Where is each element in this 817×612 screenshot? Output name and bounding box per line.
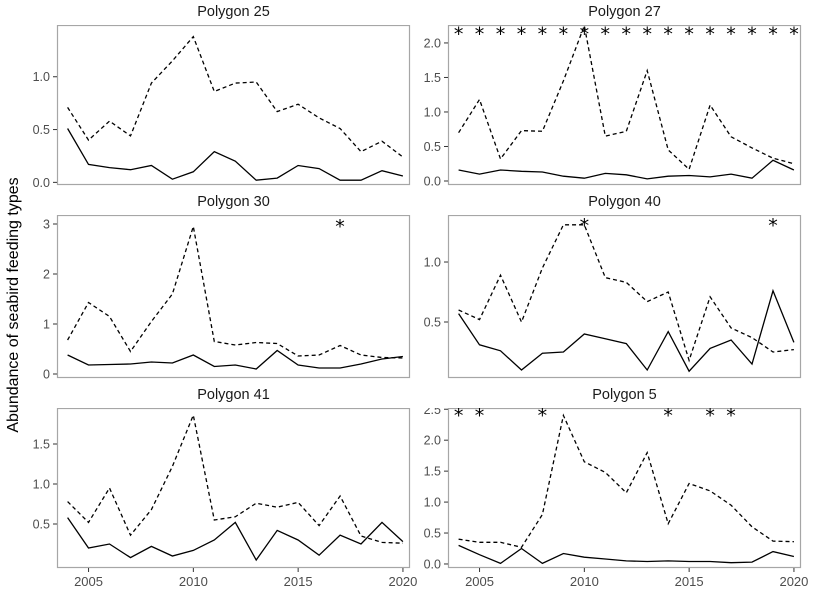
x-tick-label: 2020 (779, 574, 808, 589)
significance-asterisk: * (538, 25, 548, 45)
significance-asterisk: * (496, 25, 506, 45)
significance-asterisk: * (768, 25, 778, 45)
panel-title: Polygon 5 (592, 387, 657, 403)
series-line-dashed (458, 413, 794, 549)
y-tick-label: 1.5 (424, 465, 441, 479)
significance-asterisk: * (663, 408, 673, 427)
significance-asterisk: * (517, 25, 527, 45)
series-line-solid (458, 159, 795, 180)
significance-asterisk: * (705, 408, 715, 427)
y-tick-label: 2.0 (424, 434, 441, 448)
y-tick-label: 1 (43, 318, 50, 332)
y-tick-label: 0.5 (424, 140, 441, 154)
y-tick-label: 1.0 (424, 256, 441, 270)
significance-asterisk: * (622, 25, 632, 45)
significance-asterisk: * (580, 25, 590, 45)
significance-asterisk: * (335, 216, 345, 238)
significance-asterisk: * (601, 25, 611, 45)
y-tick-label: 2 (43, 268, 50, 282)
significance-asterisk: * (789, 25, 799, 45)
panel-title: Polygon 40 (588, 194, 661, 210)
y-tick-label: 1.5 (33, 438, 50, 452)
panel-title: Polygon 41 (197, 387, 270, 403)
series-line-solid (67, 128, 404, 181)
series-line-solid (458, 544, 795, 565)
y-tick-label: 0.0 (424, 557, 441, 571)
chart-plot-area: 0.5 1.0 * * (424, 215, 802, 379)
x-tick-label: 2005 (465, 574, 494, 589)
y-tick-label: 3 (43, 218, 50, 232)
significance-asterisk: * (454, 408, 464, 427)
line-chart-canvas: 0.0 0.5 1.0 1.5 2.0 2.5 2005 2010 2015 2020 * * * * * * (398, 403, 817, 598)
line-chart-canvas: 0.5 1.0 1.5 2005 2010 2015 2020 (7, 407, 430, 598)
series-line-solid (67, 517, 404, 562)
significance-asterisk: * (454, 25, 464, 45)
panel-polygon-25: Polygon 25 0.0 0.5 1.0 (7, 4, 430, 210)
series-line-dashed (458, 23, 795, 171)
chart-plot-area: 0.0 0.5 1.0 1.5 2.0 2.5 2005 2010 2015 2020 * * * * * * (424, 403, 809, 589)
significance-asterisk: * (768, 215, 778, 237)
panel-polygon-30: Polygon 30 0 1 2 3 * (7, 194, 430, 403)
x-tick-label: 2015 (675, 574, 704, 589)
series-line-dashed (67, 412, 403, 544)
significance-asterisk: * (475, 25, 485, 45)
y-tick-label: 1.0 (424, 496, 441, 510)
y-tick-label: 0.5 (424, 527, 441, 541)
y-tick-label: 0.5 (33, 518, 50, 532)
significance-asterisk: * (726, 408, 736, 427)
series-line-solid (67, 349, 403, 370)
significance-asterisk: * (684, 25, 694, 45)
significance-asterisk: * (642, 25, 652, 45)
y-tick-label: 0.5 (424, 315, 441, 329)
panel-polygon-27: Polygon 27 0.0 0.5 1.0 1.5 2.0 * * * * * * * * * * * * * *… (398, 4, 817, 210)
significance-asterisk: * (726, 25, 736, 45)
significance-asterisk: * (663, 25, 673, 45)
x-tick-label: 2010 (570, 574, 599, 589)
chart-plot-area: 0.0 0.5 1.0 (33, 24, 411, 190)
panel-title: Polygon 27 (588, 4, 661, 20)
panel-polygon-41: Polygon 41 0.5 1.0 1.5 2005 2010 2015 2020 (7, 387, 430, 593)
chart-plot-area: 0.0 0.5 1.0 1.5 2.0 * * * * * * * * * * * * * * * * * (424, 23, 802, 188)
y-tick-label: 0.0 (33, 176, 50, 190)
x-tick-label: 2010 (179, 574, 208, 589)
line-chart-canvas: 0.5 1.0 * * (398, 215, 817, 408)
significance-asterisk: * (705, 25, 715, 45)
panel-polygon-40: Polygon 40 0.5 1.0 * * (398, 194, 817, 403)
line-chart-canvas: 0.0 0.5 1.0 1.5 2.0 * * * * * * * * * * * * * * * * * (398, 23, 817, 215)
y-tick-label: 1.0 (33, 70, 50, 84)
series-line-dashed (67, 226, 403, 359)
x-tick-label: 2015 (284, 574, 313, 589)
panel-title: Polygon 30 (197, 194, 270, 210)
significance-asterisk: * (580, 215, 590, 237)
line-chart-canvas: 0.0 0.5 1.0 (7, 24, 430, 215)
y-tick-label: 2.0 (424, 36, 441, 50)
x-tick-label: 2005 (74, 574, 103, 589)
y-tick-label: 2.5 (424, 408, 441, 417)
x-tick-label: 2020 (388, 574, 417, 589)
y-tick-label: 0.5 (33, 123, 50, 137)
panel-title: Polygon 25 (197, 4, 270, 20)
y-tick-label: 0 (43, 368, 50, 382)
y-tick-label: 1.0 (424, 105, 441, 119)
panel-polygon-5: Polygon 5 0.0 0.5 1.0 1.5 2.0 2.5 2005 2010 2015… (398, 387, 817, 593)
significance-asterisk: * (538, 408, 548, 427)
significance-asterisk: * (559, 25, 569, 45)
chart-plot-area: 0 1 2 3 * (43, 214, 411, 382)
line-chart-canvas: 0 1 2 3 * (7, 214, 430, 408)
series-line-solid (458, 288, 795, 373)
series-line-dashed (458, 224, 794, 363)
y-tick-label: 1.0 (33, 478, 50, 492)
significance-asterisk: * (747, 25, 757, 45)
significance-asterisk: * (475, 408, 485, 427)
y-tick-label: 1.5 (424, 71, 441, 85)
y-tick-label: 0.0 (424, 174, 441, 188)
series-line-dashed (67, 35, 404, 158)
chart-plot-area: 0.5 1.0 1.5 2005 2010 2015 2020 (33, 407, 417, 589)
